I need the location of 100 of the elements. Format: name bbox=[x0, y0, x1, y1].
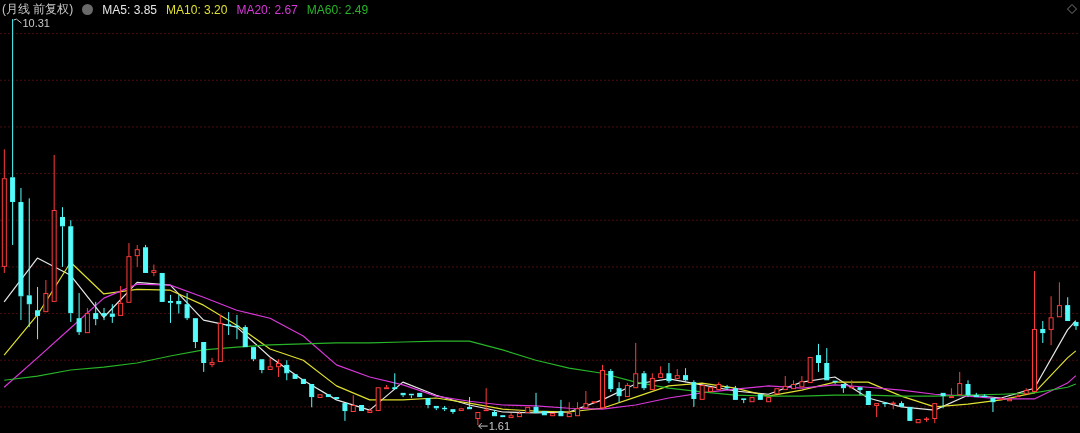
candlestick bbox=[342, 403, 348, 422]
candlestick bbox=[392, 372, 398, 390]
candlestick bbox=[840, 384, 846, 394]
candlestick bbox=[101, 307, 107, 321]
candlestick bbox=[932, 403, 938, 424]
candlestick bbox=[433, 405, 439, 411]
candlestick bbox=[68, 219, 74, 323]
candlestick bbox=[1065, 296, 1071, 322]
candlestick bbox=[782, 375, 788, 391]
candlestick bbox=[483, 387, 489, 412]
candlestick bbox=[417, 392, 423, 398]
candlestick bbox=[550, 412, 556, 417]
candlestick bbox=[59, 206, 65, 268]
annotation: 1.61 bbox=[488, 420, 511, 433]
candlestick bbox=[400, 392, 406, 398]
candlestick bbox=[566, 401, 572, 418]
candlestick bbox=[940, 392, 946, 409]
candlestick bbox=[791, 379, 797, 390]
annotation: 10.31 bbox=[22, 17, 50, 30]
candlestick bbox=[608, 368, 614, 393]
candlestick bbox=[824, 347, 830, 381]
candlestick bbox=[774, 388, 780, 395]
candlestick bbox=[516, 409, 522, 418]
candlestick bbox=[383, 384, 389, 390]
candlestick bbox=[167, 294, 173, 324]
candlestick bbox=[159, 272, 165, 302]
candlestick bbox=[84, 307, 90, 334]
candlestick bbox=[126, 242, 132, 303]
candlestick bbox=[275, 358, 281, 378]
candlestick bbox=[732, 385, 738, 400]
text: MA5: 3.85 bbox=[102, 2, 158, 17]
candlestick bbox=[267, 357, 273, 371]
candlestick bbox=[251, 347, 257, 362]
candlestick bbox=[541, 411, 547, 416]
candlestick bbox=[450, 409, 456, 415]
candlestick bbox=[300, 378, 306, 385]
candlestick bbox=[965, 379, 971, 398]
text: MA60: 2.49 bbox=[306, 2, 369, 17]
candlestick bbox=[616, 381, 622, 403]
candlestick bbox=[143, 244, 149, 273]
candlestick bbox=[375, 387, 381, 412]
candlestick bbox=[18, 187, 24, 321]
candlestick bbox=[43, 279, 49, 313]
candlestick bbox=[857, 387, 863, 396]
candlestick bbox=[815, 343, 821, 373]
candlestick bbox=[234, 314, 240, 340]
candlestick bbox=[741, 398, 747, 404]
candlestick bbox=[699, 384, 705, 400]
candlestick bbox=[359, 405, 365, 412]
candlestick bbox=[641, 370, 647, 391]
candlestick bbox=[508, 412, 514, 419]
candlestick bbox=[757, 394, 763, 400]
candlestick bbox=[350, 394, 356, 412]
candlestick bbox=[217, 314, 223, 363]
candlestick bbox=[915, 419, 921, 424]
candlestick bbox=[1056, 281, 1062, 318]
candlestick bbox=[973, 392, 979, 398]
candlestick bbox=[309, 384, 315, 408]
candlestick bbox=[882, 402, 888, 408]
candlestick bbox=[899, 400, 905, 407]
candlestick bbox=[666, 362, 672, 384]
candlestick bbox=[807, 356, 813, 384]
candlestick bbox=[1015, 392, 1021, 398]
candlestick bbox=[1073, 321, 1079, 331]
candlestick bbox=[658, 365, 664, 378]
candlestick bbox=[624, 382, 630, 398]
candlestick bbox=[575, 401, 581, 417]
candlestick bbox=[865, 391, 871, 405]
candlestick bbox=[491, 409, 497, 417]
candlestick bbox=[184, 292, 190, 321]
candlestick bbox=[317, 394, 323, 399]
candlestick bbox=[93, 301, 99, 326]
candlestick bbox=[226, 311, 232, 336]
candlestick bbox=[990, 398, 996, 413]
candlestick bbox=[707, 387, 713, 392]
candlestick bbox=[51, 154, 57, 302]
candlestick bbox=[525, 406, 531, 413]
candlestick bbox=[691, 379, 697, 408]
candlestick bbox=[467, 396, 473, 410]
candlestick bbox=[1007, 396, 1013, 402]
candlestick bbox=[674, 368, 680, 379]
candlestick bbox=[558, 399, 564, 417]
candlestick bbox=[583, 390, 589, 409]
candlestick bbox=[259, 359, 265, 374]
candlestick bbox=[533, 392, 539, 413]
candlestick bbox=[201, 342, 207, 373]
candlestick bbox=[367, 407, 373, 413]
candlestick bbox=[799, 375, 805, 388]
candlestick bbox=[10, 18, 16, 246]
candlestick bbox=[649, 372, 655, 391]
candlestick bbox=[716, 381, 722, 391]
candlestick bbox=[749, 397, 755, 403]
candlestick bbox=[176, 294, 182, 315]
candlestick bbox=[633, 342, 639, 389]
candlestick bbox=[599, 364, 605, 409]
candlestick bbox=[766, 397, 772, 403]
candlestick bbox=[591, 401, 597, 404]
candlestick bbox=[76, 292, 82, 336]
candlestick bbox=[475, 412, 481, 426]
candlestick bbox=[458, 408, 464, 412]
